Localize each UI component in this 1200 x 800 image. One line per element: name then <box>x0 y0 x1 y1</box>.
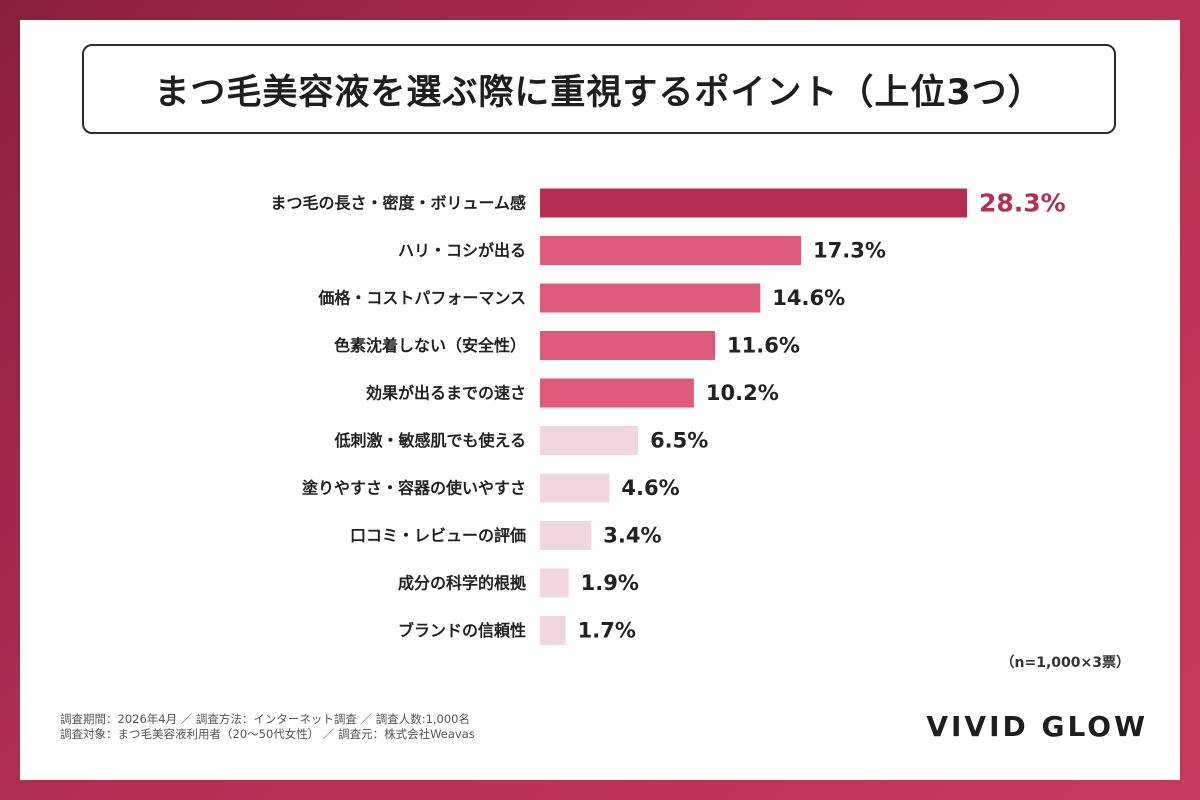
survey-notes: 調査期間：2026年4月 ／ 調査方法：インターネット調査 ／ 調査人数:1,0… <box>60 712 475 742</box>
bar-6 <box>540 426 639 455</box>
value-label-7: 4.6% <box>621 476 679 500</box>
category-label-2: ハリ・コシが出る <box>398 241 526 260</box>
bar-8 <box>540 521 592 550</box>
title-box: まつ毛美容液を選ぶ際に重視するポイント（上位3つ） <box>82 44 1116 134</box>
chart-card: まつ毛美容液を選ぶ際に重視するポイント（上位3つ） まつ毛の長さ・密度・ボリュー… <box>20 20 1180 780</box>
value-label-10: 1.7% <box>578 619 636 643</box>
value-label-9: 1.9% <box>581 571 639 595</box>
chart-title: まつ毛美容液を選ぶ際に重視するポイント（上位3つ） <box>154 72 1044 113</box>
bar-chart: まつ毛の長さ・密度・ボリューム感 28.3% ハリ・コシが出る 17.3% 価格・コスト… <box>270 188 1066 645</box>
survey-notes-line-1: 調査期間：2026年4月 ／ 調査方法：インターネット調査 ／ 調査人数:1,0… <box>60 712 470 726</box>
value-label-8: 3.4% <box>603 524 661 548</box>
bar-2 <box>540 236 802 265</box>
value-label-4: 11.6% <box>727 334 800 358</box>
bar-5 <box>540 378 694 408</box>
bar-4 <box>540 331 716 360</box>
category-label-1: まつ毛の長さ・密度・ボリューム感 <box>270 194 526 213</box>
bar-9 <box>540 568 569 598</box>
bar-1 <box>540 188 967 218</box>
category-label-8: 口コミ・レビューの評価 <box>350 526 526 545</box>
value-label-5: 10.2% <box>706 381 779 405</box>
value-label-3: 14.6% <box>772 286 845 310</box>
survey-notes-line-2: 調査対象：まつ毛美容液利用者（20〜50代女性） ／ 調査元：株式会社Weava… <box>60 727 475 741</box>
category-label-6: 低刺激・敏感肌でも使える <box>333 431 526 450</box>
brand-logo: VIVID GLOW <box>926 710 1148 743</box>
value-label-2: 17.3% <box>813 239 886 263</box>
category-label-4: 色素沈着しない（安全性） <box>334 336 526 355</box>
bar-10 <box>540 616 566 645</box>
bar-3 <box>540 283 761 313</box>
category-label-7: 塗りやすさ・容器の使いやすさ <box>302 479 526 498</box>
category-label-3: 価格・コストパフォーマンス <box>317 289 526 308</box>
category-label-9: 成分の科学的根拠 <box>398 574 527 593</box>
category-label-10: ブランドの信頼性 <box>398 621 526 640</box>
value-label-6: 6.5% <box>650 429 708 453</box>
category-label-5: 効果が出るまでの速さ <box>366 384 526 403</box>
sample-size-note: （n=1,000×3票） <box>1000 655 1130 671</box>
value-label-1: 28.3% <box>979 189 1066 218</box>
bar-7 <box>540 473 610 503</box>
